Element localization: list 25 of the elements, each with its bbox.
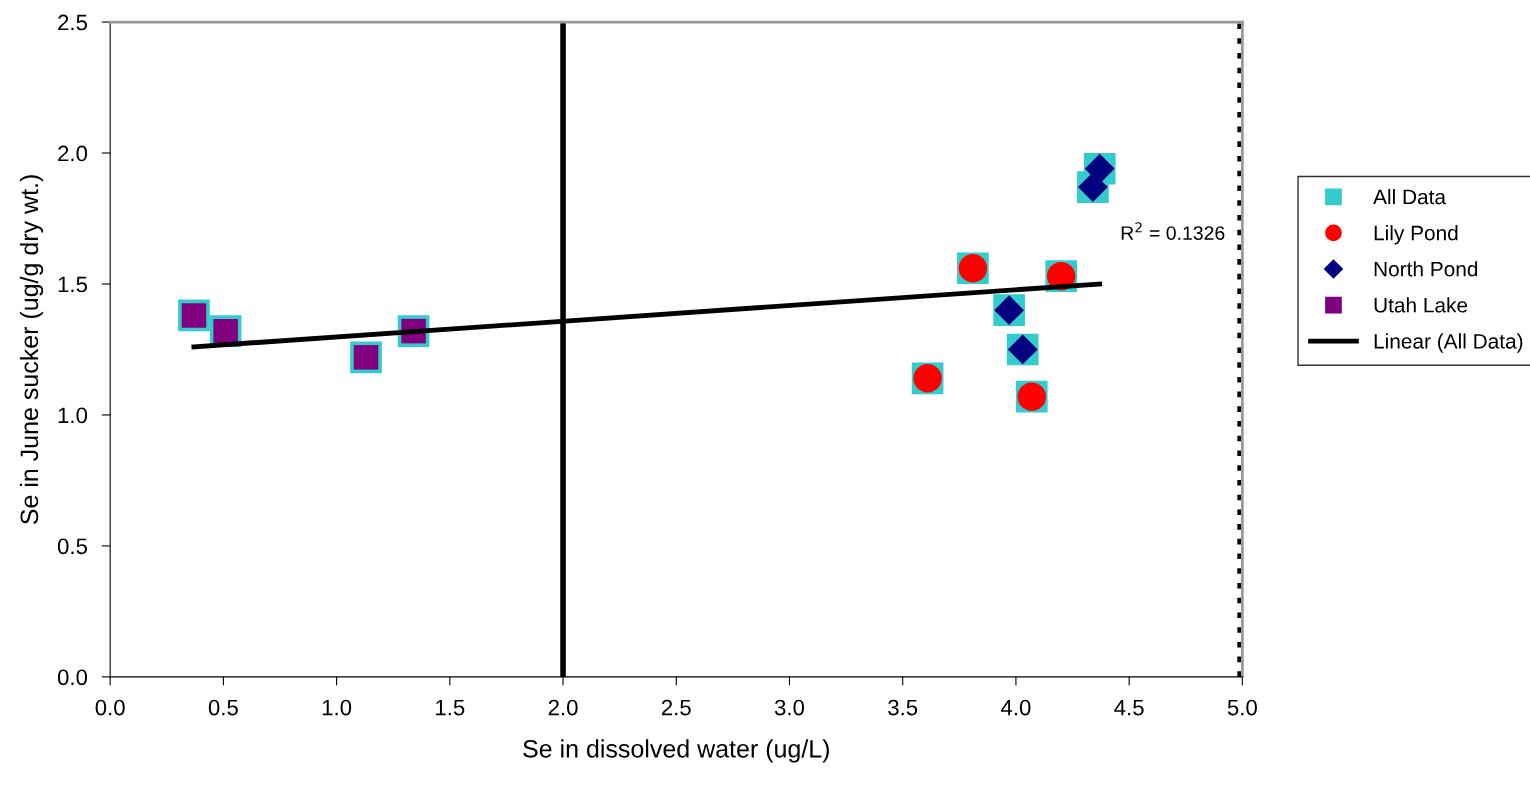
- x-tick-label: 3.5: [888, 699, 918, 716]
- y-tick-label: 1.5: [58, 276, 88, 293]
- x-tick-label: 1.0: [322, 699, 352, 716]
- x-tick-label: 4.5: [1114, 699, 1144, 716]
- legend-label: North Pond: [1374, 261, 1478, 277]
- y-tick-label: 0.0: [57, 669, 88, 686]
- legend-label: Utah Lake: [1374, 297, 1468, 313]
- x-tick-label: 0.5: [208, 699, 238, 716]
- y-tick-label: 2.0: [58, 145, 88, 162]
- y-tick-label: 0.5: [57, 538, 88, 555]
- legend-label: Lily Pond: [1374, 225, 1458, 245]
- x-tick-label: 2.5: [661, 699, 691, 716]
- x-tick-label: 1.5: [436, 699, 465, 716]
- y-tick-label: 2.5: [58, 14, 88, 31]
- y-tick-label: 1.0: [58, 407, 88, 424]
- x-tick-label: 5.0: [1227, 699, 1257, 716]
- x-axis-title: Se in dissolved water (ug/L): [523, 739, 829, 763]
- x-tick-label: 2.0: [548, 699, 578, 716]
- x-tick-label: 4.0: [1000, 699, 1031, 716]
- x-tick-label: 3.0: [774, 699, 805, 716]
- x-tick-label: 0.0: [95, 699, 125, 716]
- legend-label: All Data: [1373, 189, 1447, 205]
- legend-label: Linear (All Data): [1374, 333, 1523, 353]
- annotation: R$^{2}$ = 0.1326: [1121, 222, 1225, 240]
- y-axis-title: Se in June sucker (ug/g dry wt.): [19, 175, 44, 525]
